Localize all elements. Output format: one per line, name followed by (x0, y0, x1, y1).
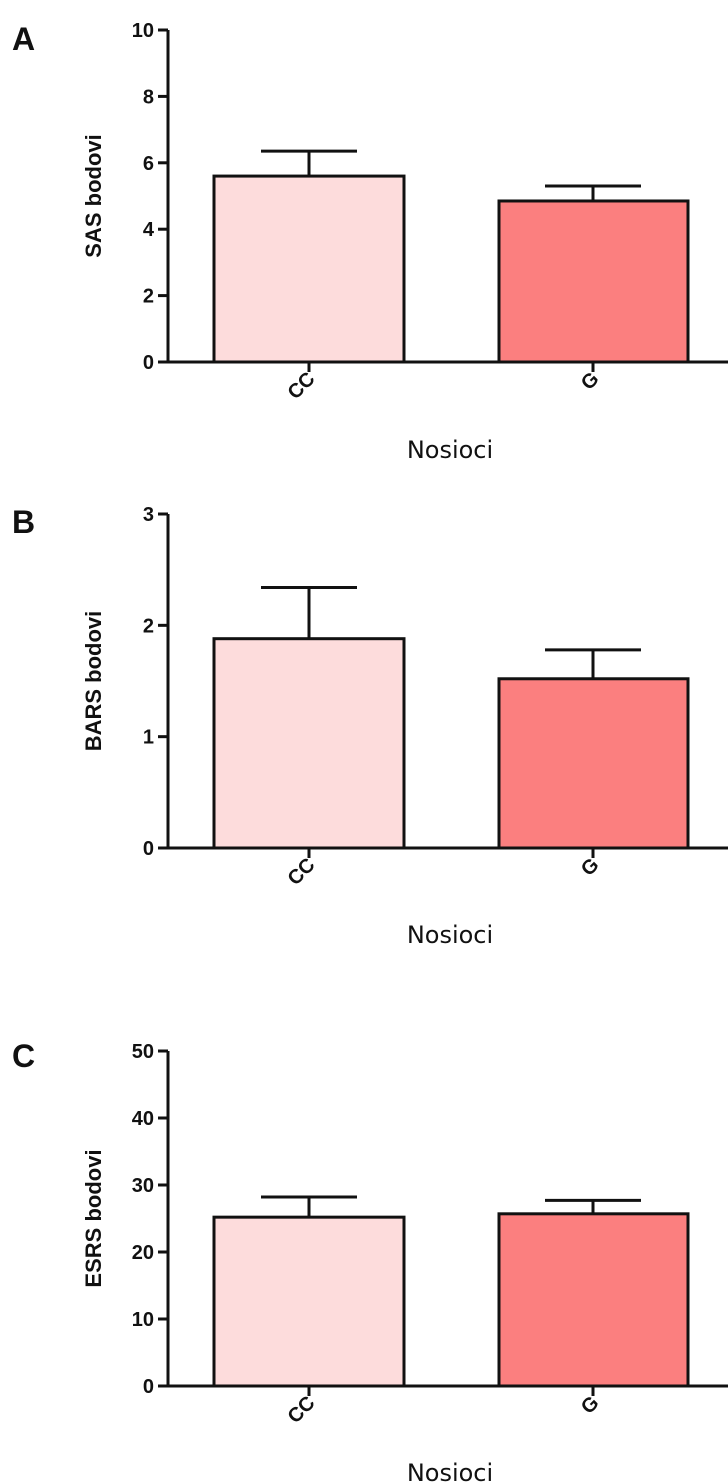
bar-cc (212, 174, 406, 364)
panel-letter: C (12, 1038, 35, 1074)
panel-letter: A (12, 21, 35, 57)
bar-g (497, 1212, 690, 1388)
y-tick-label: 40 (132, 1108, 154, 1130)
bar-cc (212, 1215, 406, 1388)
y-tick-label: 6 (143, 153, 154, 175)
y-tick-label: 30 (132, 1175, 154, 1197)
y-tick-label: 3 (143, 504, 154, 526)
bar-g (497, 677, 690, 850)
y-tick-label: 20 (132, 1242, 154, 1264)
y-tick-label: 50 (132, 1041, 154, 1063)
x-tick-label: CC (284, 368, 320, 404)
y-tick-label: 2 (143, 286, 154, 308)
x-tick-label: CC (284, 1392, 320, 1428)
x-axis-title: Nosioci (407, 436, 493, 464)
x-tick-label: G (577, 368, 604, 395)
bar-cc (212, 637, 406, 850)
bar-g (497, 199, 690, 364)
y-tick-label: 10 (132, 1309, 154, 1331)
y-tick-label: 4 (143, 219, 155, 241)
y-tick-label: 1 (143, 727, 154, 749)
y-axis-title: BARS bodovi (81, 611, 106, 752)
y-axis-title: ESRS bodovi (81, 1149, 106, 1287)
x-axis-title: Nosioci (407, 1459, 493, 1484)
y-tick-label: 0 (143, 352, 154, 374)
panel-letter: B (12, 504, 35, 540)
y-tick-label: 8 (143, 86, 154, 108)
y-tick-label: 0 (143, 1376, 154, 1398)
y-axis-title: SAS bodovi (81, 134, 106, 257)
y-tick-label: 0 (143, 838, 154, 860)
x-tick-label: G (577, 854, 604, 881)
y-tick-label: 2 (143, 615, 154, 637)
x-tick-label: G (577, 1392, 604, 1419)
x-tick-label: CC (284, 854, 320, 890)
x-axis-title: Nosioci (407, 921, 493, 949)
y-tick-label: 10 (132, 20, 154, 42)
